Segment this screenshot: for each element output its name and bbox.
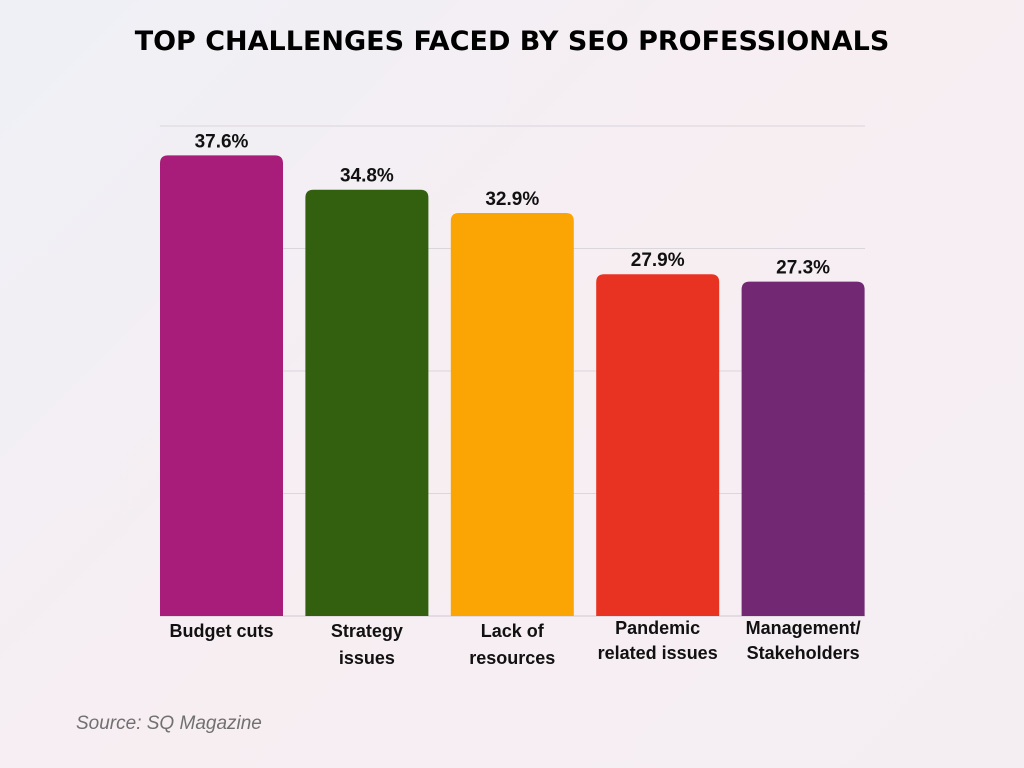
category-label-line: Lack of bbox=[480, 621, 544, 641]
category-label-line: Budget cuts bbox=[169, 621, 274, 641]
bar bbox=[305, 189, 429, 616]
data-label: 27.9% bbox=[631, 250, 685, 271]
category-label-line: Pandemic bbox=[615, 618, 701, 638]
chart-title: TOP CHALLENGES FACED BY SEO PROFESSIONAL… bbox=[134, 26, 890, 57]
source-note: Source: SQ Magazine bbox=[76, 713, 262, 734]
category-label: Budget cuts bbox=[147, 618, 297, 645]
category-label-line: related issues bbox=[597, 643, 718, 663]
category-label-line: issues bbox=[338, 648, 395, 668]
category-label-line: resources bbox=[469, 648, 556, 668]
data-label: 34.8% bbox=[340, 166, 394, 187]
bar bbox=[741, 281, 865, 616]
category-label: Strategy issues bbox=[292, 618, 442, 672]
category-label: Management/Stakeholders bbox=[728, 616, 878, 666]
bar bbox=[596, 274, 720, 616]
bar bbox=[160, 155, 283, 616]
category-label-line: Stakeholders bbox=[746, 643, 860, 663]
category-label-line: Management/ bbox=[745, 618, 861, 638]
category-label: Pandemic related issues bbox=[583, 616, 733, 666]
data-label: 32.9% bbox=[485, 189, 539, 210]
category-label: Lack of resources bbox=[437, 618, 587, 672]
category-label-line: Strategy bbox=[330, 621, 403, 641]
data-label: 37.6% bbox=[195, 131, 249, 152]
data-label: 27.3% bbox=[776, 258, 830, 279]
bar bbox=[450, 212, 574, 616]
